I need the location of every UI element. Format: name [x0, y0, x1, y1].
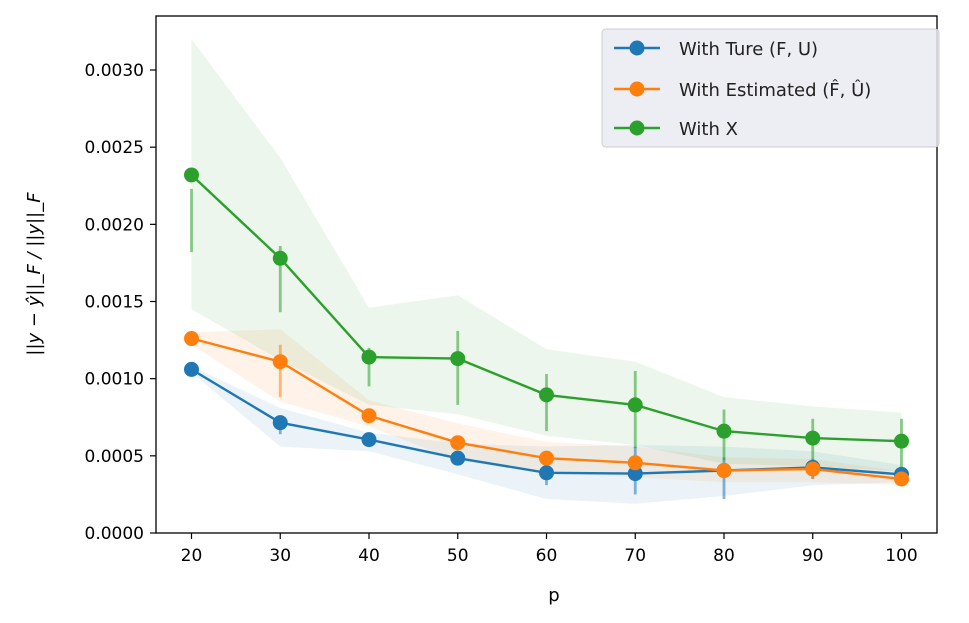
- data-point-2-7: [805, 430, 821, 446]
- data-point-0-0: [184, 361, 199, 377]
- y-tick-label-2: 0.0010: [85, 370, 144, 390]
- y-tick-label-3: 0.0015: [85, 293, 144, 313]
- x-tick-label-0: 20: [181, 546, 203, 566]
- data-point-2-3: [450, 351, 466, 367]
- data-point-1-5: [627, 455, 643, 471]
- data-point-2-5: [627, 397, 643, 413]
- data-point-1-6: [716, 462, 732, 478]
- data-point-1-7: [805, 461, 821, 477]
- legend: With Ture (F, U) With Estimated (F̂, Û) …: [601, 28, 940, 148]
- y-tick-label-1: 0.0005: [85, 447, 144, 467]
- data-point-1-8: [894, 471, 909, 487]
- data-point-2-0: [184, 167, 199, 183]
- data-point-0-1: [272, 415, 288, 431]
- x-tick-label-5: 70: [624, 546, 646, 566]
- x-tick-label-1: 30: [269, 546, 291, 566]
- legend-item-x: With X: [614, 119, 738, 140]
- y-tick-label-5: 0.0025: [85, 138, 144, 158]
- y-axis-title: ||y − ŷ||_F / ||y||_F: [24, 192, 45, 356]
- legend-label-true: With Ture (F, U): [679, 39, 818, 60]
- data-point-1-3: [450, 435, 466, 451]
- series-points: [184, 167, 909, 487]
- data-point-1-4: [539, 450, 554, 466]
- x-axis-title: p: [548, 585, 559, 606]
- x-tick-label-7: 90: [802, 546, 824, 566]
- legend-marker-true: [629, 40, 645, 56]
- y-axis: 0.0000 0.0005 0.0010 0.0015 0.0020 0.0025 0.00…: [85, 61, 156, 544]
- data-point-0-4: [539, 465, 554, 481]
- data-point-2-4: [539, 387, 554, 403]
- data-point-2-2: [361, 349, 377, 365]
- data-point-1-0: [184, 331, 199, 347]
- x-axis: 20 30 40 50 60 70 80 90 100: [181, 533, 918, 566]
- y-tick-label-6: 0.0030: [85, 61, 144, 81]
- legend-label-estimated: With Estimated (F̂, Û): [679, 79, 871, 101]
- data-point-0-5: [627, 466, 643, 482]
- legend-label-x: With X: [679, 119, 738, 140]
- x-tick-label-6: 80: [713, 546, 735, 566]
- data-point-2-8: [894, 433, 909, 449]
- y-tick-label-4: 0.0020: [85, 215, 144, 235]
- data-point-1-1: [272, 354, 288, 370]
- data-point-0-3: [450, 450, 466, 466]
- data-point-0-2: [361, 432, 377, 448]
- x-tick-label-8: 100: [885, 546, 917, 566]
- x-tick-label-2: 40: [358, 546, 380, 566]
- x-tick-label-3: 50: [447, 546, 469, 566]
- data-point-2-1: [272, 250, 288, 266]
- legend-marker-x: [629, 120, 645, 136]
- x-tick-label-4: 60: [536, 546, 558, 566]
- legend-item-estimated: With Estimated (F̂, Û): [614, 79, 871, 101]
- data-point-2-6: [716, 423, 732, 439]
- y-tick-label-0: 0.0000: [85, 524, 144, 544]
- legend-item-true: With Ture (F, U): [614, 39, 818, 60]
- data-point-1-2: [361, 408, 377, 424]
- legend-box: [601, 28, 940, 148]
- legend-marker-estimated: [629, 81, 645, 97]
